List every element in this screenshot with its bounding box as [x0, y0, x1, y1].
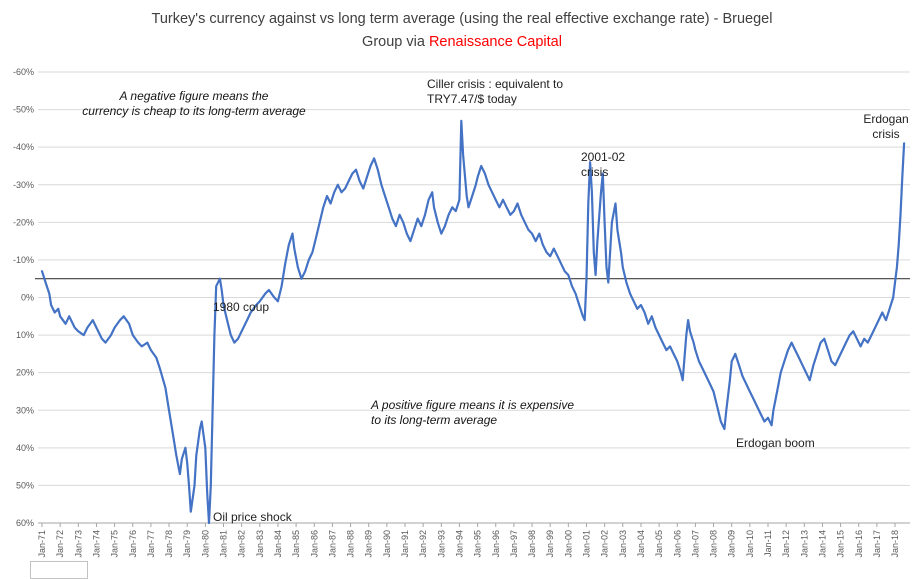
svg-text:Jan-05: Jan-05	[654, 530, 664, 558]
svg-text:Jan-74: Jan-74	[91, 530, 101, 558]
svg-text:Jan-07: Jan-07	[690, 530, 700, 558]
gridlines	[38, 71, 910, 524]
x-axis-labels: Jan-71 Jan-72 Jan-73 Jan-74 Jan-75 Jan-76 Jan-…	[37, 523, 900, 558]
chart-title-line2-prefix: Group via	[362, 34, 429, 50]
svg-text:60%: 60%	[16, 518, 34, 528]
chart-title-line1: Turkey's currency against vs long term a…	[151, 11, 773, 27]
svg-text:Jan-15: Jan-15	[836, 530, 846, 558]
annotation-1980-coup: 1980 coup	[213, 300, 270, 314]
svg-text:-30%: -30%	[13, 180, 34, 190]
svg-text:Jan-71: Jan-71	[37, 530, 47, 558]
svg-text:Jan-79: Jan-79	[182, 530, 192, 558]
svg-text:Jan-94: Jan-94	[454, 530, 464, 558]
annotation-oil-price-shock: Oil price shock	[213, 510, 292, 524]
note-positive-meaning: A positive figure means it is expensive …	[371, 398, 574, 427]
svg-text:Jan-12: Jan-12	[781, 530, 791, 558]
svg-text:Jan-01: Jan-01	[582, 530, 592, 558]
annotation-ciller-crisis: Ciller crisis : equivalent to TRY7.47/$ …	[427, 77, 564, 106]
svg-text:Jan-14: Jan-14	[817, 530, 827, 558]
svg-text:Jan-10: Jan-10	[745, 530, 755, 558]
svg-text:Jan-11: Jan-11	[763, 530, 773, 557]
svg-text:10%: 10%	[16, 330, 34, 340]
svg-text:-50%: -50%	[13, 105, 34, 115]
svg-text:Jan-87: Jan-87	[327, 530, 337, 558]
svg-text:Jan-96: Jan-96	[491, 530, 501, 558]
svg-text:Jan-86: Jan-86	[309, 530, 319, 558]
svg-text:0%: 0%	[21, 293, 34, 303]
chart-title: Turkey's currency against vs long term a…	[0, 8, 924, 54]
svg-text:Jan-18: Jan-18	[890, 530, 900, 558]
svg-text:Jan-83: Jan-83	[255, 530, 265, 558]
annotation-erdogan-boom: Erdogan boom	[736, 436, 815, 450]
svg-text:Jan-16: Jan-16	[854, 530, 864, 558]
svg-text:Jan-75: Jan-75	[110, 530, 120, 558]
svg-text:Jan-85: Jan-85	[291, 530, 301, 558]
svg-text:Jan-80: Jan-80	[200, 530, 210, 558]
svg-text:Jan-08: Jan-08	[709, 530, 719, 558]
svg-text:Jan-98: Jan-98	[527, 530, 537, 558]
svg-text:-20%: -20%	[13, 217, 34, 227]
svg-text:Jan-97: Jan-97	[509, 530, 519, 558]
svg-text:Jan-93: Jan-93	[436, 530, 446, 558]
source-highlight: Renaissance Capital	[428, 34, 562, 50]
svg-text:-10%: -10%	[13, 255, 34, 265]
svg-text:-60%: -60%	[13, 67, 34, 77]
svg-text:Jan-04: Jan-04	[636, 530, 646, 558]
svg-text:30%: 30%	[16, 405, 34, 415]
annotation-erdogan-crisis: Erdogan crisis	[863, 112, 909, 141]
svg-text:Jan-03: Jan-03	[618, 530, 628, 558]
series-line	[40, 119, 906, 525]
svg-text:Jan-82: Jan-82	[237, 530, 247, 558]
svg-text:Jan-09: Jan-09	[727, 530, 737, 558]
svg-text:Jan-77: Jan-77	[146, 530, 156, 558]
note-negative-meaning: A negative figure means the currency is …	[82, 89, 306, 118]
svg-text:Jan-90: Jan-90	[382, 530, 392, 558]
svg-text:Jan-00: Jan-00	[563, 530, 573, 558]
svg-text:50%: 50%	[16, 480, 34, 490]
svg-text:Jan-13: Jan-13	[799, 530, 809, 558]
svg-text:Jan-72: Jan-72	[55, 530, 65, 558]
annotation-2001-02-crisis: 2001-02 crisis	[581, 150, 626, 179]
svg-text:Jan-76: Jan-76	[128, 530, 138, 558]
svg-text:Jan-06: Jan-06	[672, 530, 682, 558]
svg-text:Jan-89: Jan-89	[364, 530, 374, 558]
svg-text:Jan-78: Jan-78	[164, 530, 174, 558]
svg-text:Jan-92: Jan-92	[418, 530, 428, 558]
svg-text:Jan-95: Jan-95	[473, 530, 483, 558]
svg-text:Jan-84: Jan-84	[273, 530, 283, 558]
svg-text:Jan-17: Jan-17	[872, 530, 882, 558]
svg-text:Jan-91: Jan-91	[400, 530, 410, 558]
cropped-box	[30, 561, 88, 579]
svg-text:Jan-81: Jan-81	[219, 530, 229, 558]
svg-text:-40%: -40%	[13, 142, 34, 152]
svg-text:Jan-73: Jan-73	[73, 530, 83, 558]
svg-text:Jan-02: Jan-02	[600, 530, 610, 558]
svg-text:Jan-88: Jan-88	[346, 530, 356, 558]
svg-text:Jan-99: Jan-99	[545, 530, 555, 558]
chart-title-line2: Group via Renaissance Capital	[0, 31, 924, 54]
svg-text:40%: 40%	[16, 443, 34, 453]
svg-text:20%: 20%	[16, 368, 34, 378]
y-axis-labels: -60% -50% -40% -30% -20% -10% 0% 10% 20% 30% 40% 50…	[13, 67, 34, 528]
